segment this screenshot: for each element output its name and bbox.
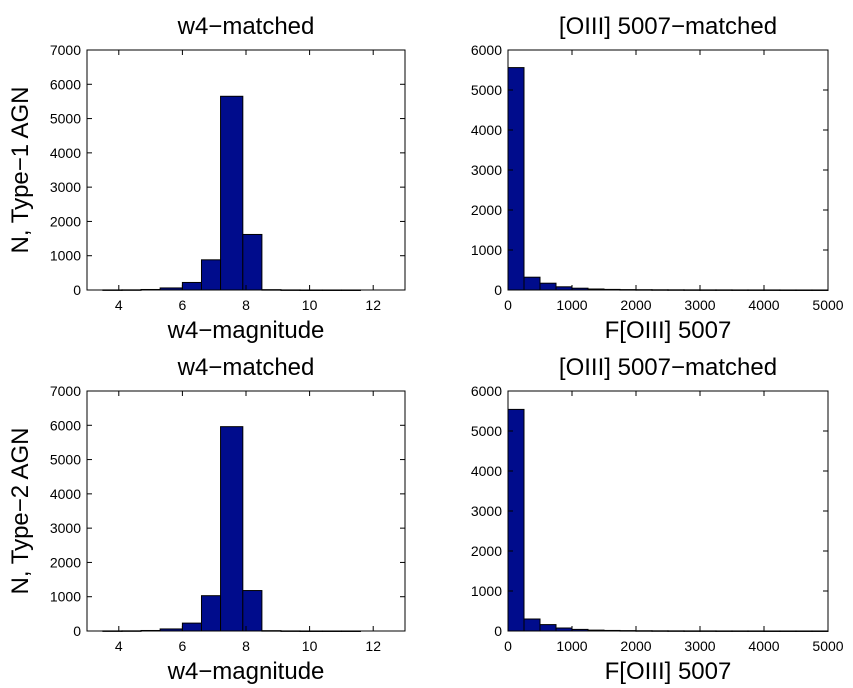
y-tick-label: 0 [494,623,502,639]
y-axis-label: N, Type−2 AGN [7,428,34,595]
y-axis-label: N, Type−1 AGN [7,87,34,254]
histogram-bar [181,281,202,291]
x-tick-label: 1000 [556,297,587,313]
y-tick-label: 2000 [50,213,81,229]
y-tick-label: 6000 [471,383,502,399]
histogram-bar [220,426,244,632]
x-tick-label: 8 [242,297,250,313]
x-tick-label: 4 [115,297,123,313]
y-tick-label: 6000 [471,42,502,58]
y-tick-label: 3000 [50,179,81,195]
histogram-bar [220,95,244,291]
x-tick-label: 4000 [748,297,779,313]
x-tick-label: 10 [302,297,318,313]
y-tick-label: 3000 [471,162,502,178]
x-tick-label: 0 [504,638,512,654]
y-tick-label: 1000 [50,589,81,605]
x-tick-label: 5000 [812,297,843,313]
x-tick-label: 12 [365,297,381,313]
y-tick-label: 6000 [50,417,81,433]
plot-frame [507,49,829,291]
y-tick-label: 2000 [50,554,81,570]
x-axis-label: F[OIII] 5007 [605,317,732,344]
y-tick-label: 2000 [471,543,502,559]
y-tick-label: 4000 [471,463,502,479]
y-tick-label: 3000 [50,520,81,536]
x-tick-label: 8 [242,638,250,654]
histogram-bar [200,595,222,632]
y-tick-label: 0 [494,282,502,298]
x-tick-label: 2000 [620,297,651,313]
plot-frame [507,390,829,632]
y-tick-label: 1000 [471,242,502,258]
histogram-bar [539,624,557,632]
chart-title: [OIII] 5007−matched [559,13,777,40]
x-tick-label: 3000 [684,638,715,654]
x-tick-label: 2000 [620,638,651,654]
histogram-bar [242,233,263,291]
y-tick-label: 5000 [50,111,81,127]
y-tick-label: 6000 [50,76,81,92]
x-tick-label: 5000 [812,638,843,654]
histogram-bar [242,590,263,632]
x-tick-label: 6 [179,297,187,313]
histogram-bar [507,67,525,291]
y-tick-label: 7000 [50,42,81,58]
y-tick-label: 5000 [50,452,81,468]
subplot-4: 0 1000 2000 3000 4000 5000 0 1000 2000 3000 4000 50… [471,354,844,685]
x-tick-label: 1000 [556,638,587,654]
y-tick-label: 0 [73,623,81,639]
y-tick-label: 1000 [50,248,81,264]
subplot-1: 4 6 8 10 12 0 1000 2000 3000 4000 5000 6000 7000 w4−m… [7,13,406,344]
x-tick-label: 4000 [748,638,779,654]
y-tick-label: 5000 [471,82,502,98]
x-tick-label: 0 [504,297,512,313]
y-tick-label: 2000 [471,202,502,218]
chart-title: w4−matched [177,13,315,40]
y-tick-label: 5000 [471,423,502,439]
histogram-bar [200,259,222,291]
x-tick-label: 6 [179,638,187,654]
y-tick-label: 3000 [471,503,502,519]
y-tick-label: 4000 [50,145,81,161]
x-axis-label: w4−magnitude [167,658,325,685]
x-tick-label: 3000 [684,297,715,313]
chart-title: w4−matched [177,354,315,381]
histogram-bar [539,282,557,291]
histogram-bar [523,276,541,291]
subplot-2: 0 1000 2000 3000 4000 5000 0 1000 2000 3000 4000 50… [471,13,844,344]
histogram-bar [181,622,202,632]
y-tick-label: 0 [73,282,81,298]
y-tick-label: 4000 [471,122,502,138]
x-tick-label: 4 [115,638,123,654]
y-tick-label: 1000 [471,583,502,599]
chart-title: [OIII] 5007−matched [559,354,777,381]
subplot-3: 4 6 8 10 12 0 1000 2000 3000 4000 5000 6000 7000 w4−m… [7,354,406,685]
histogram-bar [523,618,541,632]
x-axis-label: w4−magnitude [167,317,325,344]
x-tick-label: 12 [365,638,381,654]
x-axis-label: F[OIII] 5007 [605,658,732,685]
histogram-bar [507,408,525,632]
y-tick-label: 4000 [50,486,81,502]
y-tick-label: 7000 [50,383,81,399]
x-tick-label: 10 [302,638,318,654]
